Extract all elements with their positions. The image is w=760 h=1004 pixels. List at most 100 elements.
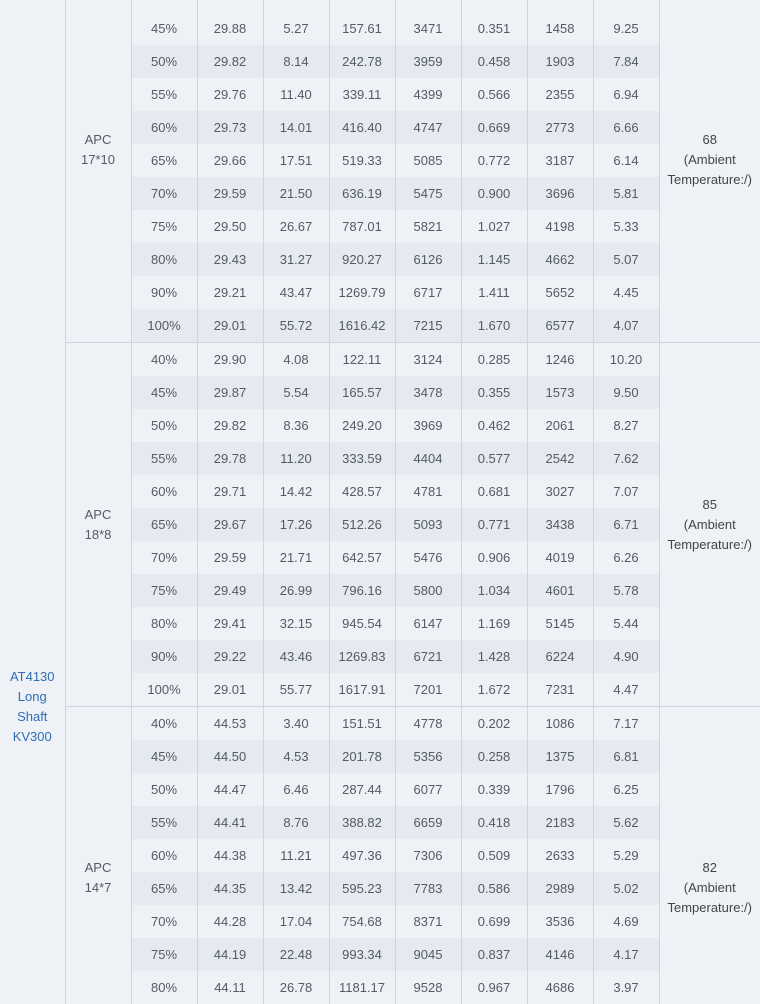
cell-thrust: 2061 (526, 409, 594, 442)
propeller-line: 18*8 (84, 526, 112, 542)
cell-voltage: 44.19 (196, 938, 264, 971)
cell-voltage: 29.50 (196, 210, 264, 243)
cell-rpm: 8371 (394, 905, 462, 938)
temperature-line: (Ambient (683, 880, 736, 895)
cell-rpm: 9045 (394, 938, 462, 971)
cell-current: 26.78 (262, 971, 330, 1004)
cell-power: 945.54 (328, 607, 396, 640)
cell-torque: 1.411 (460, 276, 528, 309)
cell-current: 11.21 (262, 839, 330, 872)
motor-model-line: AT4130 (9, 669, 55, 684)
cell-torque: 0.699 (460, 905, 528, 938)
cell-thrust: 6224 (526, 640, 594, 673)
cell-power: 287.44 (328, 773, 396, 806)
cell-torque: 0.771 (460, 508, 528, 541)
cell-rpm: 7306 (394, 839, 462, 872)
cell-voltage: 29.49 (196, 574, 264, 607)
cell-current: 17.26 (262, 508, 330, 541)
cell-throttle: 45% (130, 376, 198, 409)
cell-power: 1616.42 (328, 309, 396, 343)
cell-current: 5.27 (262, 12, 330, 45)
cell-power: 333.59 (328, 442, 396, 475)
cell-power: 920.27 (328, 243, 396, 276)
table-row: APC 14*7 40% 44.53 3.40 151.51 4778 0.202 1086 7.… (0, 706, 760, 1004)
cell-rpm: 5093 (394, 508, 462, 541)
cell-voltage: 29.21 (196, 276, 264, 309)
propeller-line: APC (84, 506, 112, 522)
cell-efficiency: 7.07 (592, 475, 660, 508)
table-row: 70% 29.59 21.50 636.19 5475 0.900 3696 5.81 (0, 177, 760, 210)
cell-torque: 1.670 (460, 309, 528, 343)
cell-efficiency: 9.25 (592, 12, 660, 45)
cell-current: 5.54 (262, 376, 330, 409)
motor-model-line: Shaft (17, 709, 48, 724)
cell-current: 6.46 (262, 773, 330, 806)
cell-efficiency: 9.50 (592, 376, 660, 409)
cell-voltage: 29.01 (196, 309, 264, 343)
cell-efficiency: 5.07 (592, 243, 660, 276)
cell-power: 1181.17 (328, 971, 396, 1004)
cell-current: 11.20 (262, 442, 330, 475)
cell-current: 32.15 (262, 607, 330, 640)
cell-current: 55.77 (262, 673, 330, 707)
cell-empty (592, 0, 660, 12)
cell-throttle: 100% (130, 309, 198, 343)
cell-thrust: 4019 (526, 541, 594, 574)
cell-rpm: 3124 (394, 342, 462, 376)
cell-efficiency: 3.97 (592, 971, 660, 1004)
cell-torque: 0.900 (460, 177, 528, 210)
cell-power: 242.78 (328, 45, 396, 78)
cell-thrust: 5145 (526, 607, 594, 640)
table-row: 50% 44.47 6.46 287.44 6077 0.339 1796 6.25 (0, 773, 760, 806)
cell-rpm: 4778 (394, 706, 462, 740)
cell-torque: 0.202 (460, 706, 528, 740)
cell-current: 4.08 (262, 342, 330, 376)
cell-torque: 0.681 (460, 475, 528, 508)
cell-power: 512.26 (328, 508, 396, 541)
cell-torque: 0.772 (460, 144, 528, 177)
propeller-cell: APC 17*10 (64, 0, 132, 343)
table-row: 45% 29.87 5.54 165.57 3478 0.355 1573 9.50 (0, 376, 760, 409)
table-row: 45% 44.50 4.53 201.78 5356 0.258 1375 6.81 (0, 740, 760, 773)
table-row: 60% 29.73 14.01 416.40 4747 0.669 2773 6.66 (0, 111, 760, 144)
cell-throttle: 75% (130, 574, 198, 607)
cell-torque: 0.285 (460, 342, 528, 376)
temperature-line: 82 (702, 860, 717, 875)
cell-throttle: 60% (130, 111, 198, 144)
cell-efficiency: 6.66 (592, 111, 660, 144)
table-row: 80% 29.41 32.15 945.54 6147 1.169 5145 5.44 (0, 607, 760, 640)
cell-efficiency: 5.44 (592, 607, 660, 640)
cell-torque: 1.034 (460, 574, 528, 607)
cell-throttle: 60% (130, 475, 198, 508)
cell-current: 17.04 (262, 905, 330, 938)
cell-voltage: 29.22 (196, 640, 264, 673)
cell-torque: 1.169 (460, 607, 528, 640)
cell-rpm: 3471 (394, 12, 462, 45)
cell-power: 796.16 (328, 574, 396, 607)
cell-throttle: 55% (130, 806, 198, 839)
cell-thrust: 3536 (526, 905, 594, 938)
table-row: 90% 29.22 43.46 1269.83 6721 1.428 6224 4.90 (0, 640, 760, 673)
cell-thrust: 1458 (526, 12, 594, 45)
cell-current: 43.47 (262, 276, 330, 309)
table-row: 75% 44.19 22.48 993.34 9045 0.837 4146 4.17 (0, 938, 760, 971)
table-row: 55% 29.76 11.40 339.11 4399 0.566 2355 6.94 (0, 78, 760, 111)
cell-efficiency: 5.78 (592, 574, 660, 607)
cell-efficiency: 6.81 (592, 740, 660, 773)
cell-torque: 0.967 (460, 971, 528, 1004)
cell-current: 11.40 (262, 78, 330, 111)
cell-thrust: 3696 (526, 177, 594, 210)
cell-empty (196, 0, 264, 12)
cell-empty (130, 0, 198, 12)
temperature-line: (Ambient (683, 152, 736, 167)
cell-throttle: 90% (130, 276, 198, 309)
cell-thrust: 3187 (526, 144, 594, 177)
cell-voltage: 29.66 (196, 144, 264, 177)
cell-voltage: 29.88 (196, 12, 264, 45)
cell-current: 4.53 (262, 740, 330, 773)
cell-rpm: 6126 (394, 243, 462, 276)
cell-thrust: 2355 (526, 78, 594, 111)
cell-power: 754.68 (328, 905, 396, 938)
cell-voltage: 29.82 (196, 409, 264, 442)
